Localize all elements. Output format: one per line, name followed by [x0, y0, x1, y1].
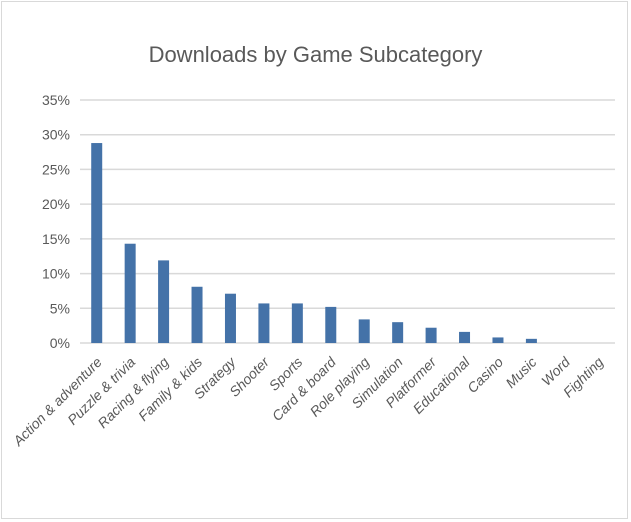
y-tick-label: 10% [42, 266, 70, 282]
bar [492, 337, 504, 343]
x-tick-label: Casino [464, 354, 506, 396]
bar [392, 322, 404, 343]
y-tick-label: 20% [42, 196, 70, 212]
y-tick-label: 25% [42, 161, 70, 177]
y-tick-label: 15% [42, 231, 70, 247]
bar [525, 338, 537, 343]
y-tick-label: 5% [50, 300, 70, 316]
x-tick-label: Music [502, 354, 539, 391]
bar [224, 293, 236, 343]
bar [158, 260, 170, 343]
y-tick-label: 0% [50, 335, 70, 351]
bar [191, 286, 203, 343]
y-tick-label: 30% [42, 127, 70, 143]
bar [124, 243, 136, 343]
bar [358, 319, 370, 343]
bar [459, 331, 471, 343]
bar [425, 327, 437, 343]
bar [258, 303, 270, 343]
bar [91, 143, 103, 343]
bar [291, 303, 303, 343]
chart-title: Downloads by Game Subcategory [148, 42, 483, 67]
y-tick-label: 35% [42, 92, 70, 108]
bar [325, 306, 337, 343]
